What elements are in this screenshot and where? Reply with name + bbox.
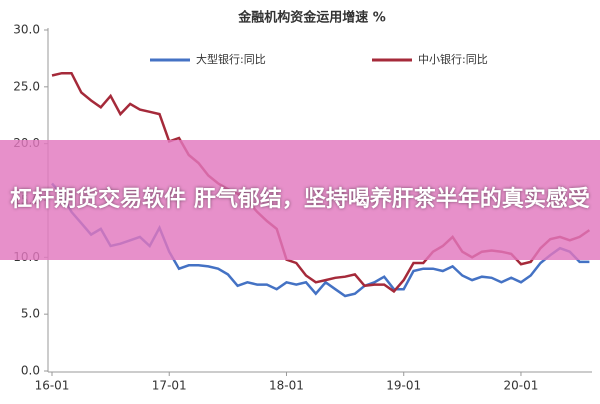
x-tick-label: 20-01 bbox=[504, 379, 539, 393]
banner: 杠杆期货交易软件 肝气郁结，坚持喝养肝茶半年的真实感受 bbox=[0, 140, 600, 260]
y-tick-label: 5.0 bbox=[21, 307, 40, 321]
y-tick-label: 25.0 bbox=[13, 79, 40, 93]
legend-label: 中小银行:同比 bbox=[418, 52, 488, 66]
x-tick-label: 19-01 bbox=[386, 379, 421, 393]
y-tick-label: 30.0 bbox=[13, 23, 40, 37]
banner-text: 杠杆期货交易软件 肝气郁结，坚持喝养肝茶半年的真实感受 bbox=[10, 187, 590, 212]
x-tick-label: 16-01 bbox=[35, 379, 70, 393]
x-tick-label: 18-01 bbox=[269, 379, 304, 393]
legend-label: 大型银行:同比 bbox=[196, 52, 266, 66]
chart-title: 金融机构资金运用增速 % bbox=[237, 10, 386, 26]
y-tick-label: 0.0 bbox=[21, 364, 40, 378]
x-tick-label: 17-01 bbox=[152, 379, 187, 393]
